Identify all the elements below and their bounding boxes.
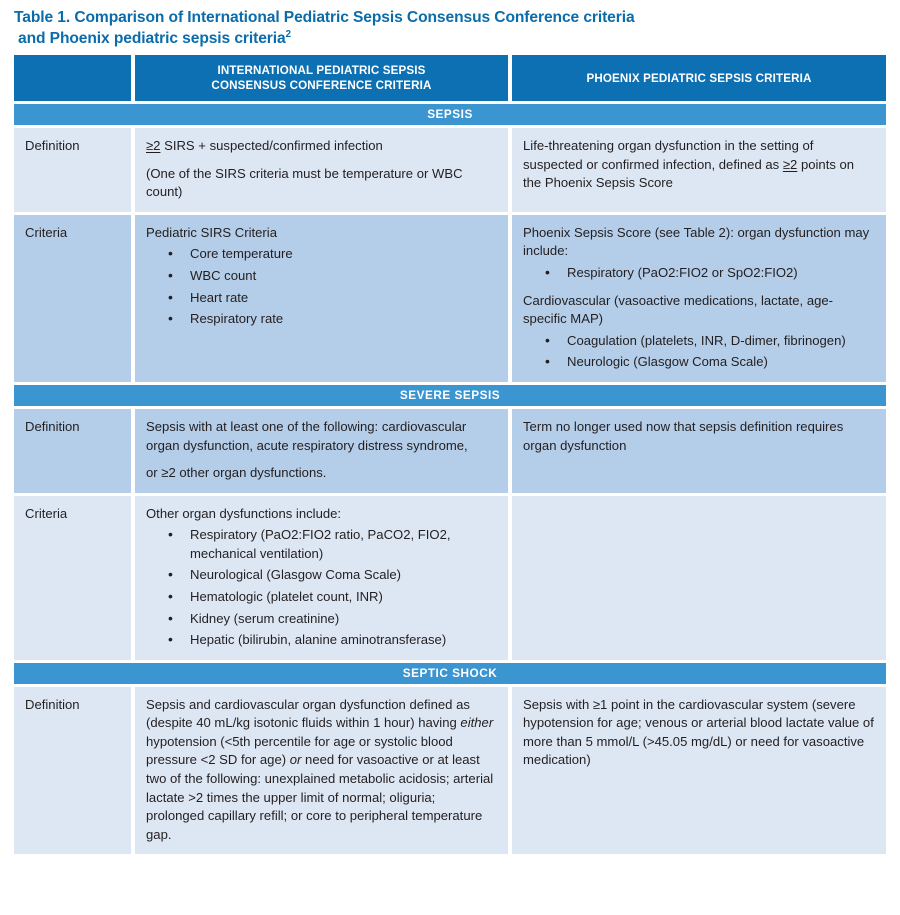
bullet-list: Core temperature WBC count Heart rate Re… xyxy=(146,244,497,329)
cell-phoenix: Term no longer used now that sepsis defi… xyxy=(512,408,886,493)
bullet-list: Respiratory (PaO2:FIO2 or SpO2:FIO2) xyxy=(523,263,875,283)
page-title: Table 1. Comparison of International Ped… xyxy=(0,0,900,55)
cell-phoenix: Life-threatening organ dysfunction in th… xyxy=(512,128,886,212)
section-band-sepsis: SEPSIS xyxy=(14,104,886,126)
cell-ipscc: Pediatric SIRS Criteria Core temperature… xyxy=(135,214,508,382)
section-band-sepsis-wrap: SEPSIS xyxy=(14,104,886,126)
row-label: Definition xyxy=(14,686,131,855)
list-item: Core temperature xyxy=(146,244,497,264)
table-row: Definition Sepsis with at least one of t… xyxy=(14,408,886,493)
page-title-line1: Table 1. Comparison of International Ped… xyxy=(14,9,635,26)
emphasis-either: either xyxy=(460,715,494,731)
list-item: WBC count xyxy=(146,266,497,286)
table-row: Criteria Other organ dysfunctions includ… xyxy=(14,495,886,660)
list-item: Respiratory rate xyxy=(146,309,497,329)
row-label: Definition xyxy=(14,128,131,212)
header-cell-ipscc: INTERNATIONAL PEDIATRIC SEPSIS CONSENSUS… xyxy=(135,55,508,102)
cell-paragraph: Other organ dysfunctions include: xyxy=(146,505,342,521)
header-phoenix-text: PHOENIX PEDIATRIC SEPSIS CRITERIA xyxy=(586,71,812,85)
row-label: Criteria xyxy=(14,495,131,660)
page-title-line2: and Phoenix pediatric sepsis criteria2 xyxy=(18,28,291,47)
comparison-table: INTERNATIONAL PEDIATRIC SEPSIS CONSENSUS… xyxy=(14,55,886,855)
list-item: Heart rate xyxy=(146,288,497,308)
list-item: Respiratory (PaO2:FIO2 or SpO2:FIO2) xyxy=(523,263,875,283)
header-ipscc-text: INTERNATIONAL PEDIATRIC SEPSIS CONSENSUS… xyxy=(211,64,432,93)
section-band-septic-shock-wrap: SEPTIC SHOCK xyxy=(14,662,886,684)
list-item: Hepatic (bilirubin, alanine aminotransfe… xyxy=(146,630,497,650)
cell-ipscc: ≥2 SIRS + suspected/confirmed infection … xyxy=(135,128,508,212)
list-item: Neurologic (Glasgow Coma Scale) xyxy=(523,352,875,372)
bullet-list: Coagulation (platelets, INR, D-dimer, fi… xyxy=(523,331,875,372)
list-item: Kidney (serum creatinine) xyxy=(146,609,497,629)
table-row: Definition Sepsis and cardiovascular org… xyxy=(14,686,886,855)
section-band-severe-sepsis: SEVERE SEPSIS xyxy=(14,384,886,406)
header-cell-blank xyxy=(14,55,131,102)
list-item: Coagulation (platelets, INR, D-dimer, fi… xyxy=(523,331,875,351)
list-item: Respiratory (PaO2:FIO2 ratio, PaCO2, FIO… xyxy=(146,525,497,563)
table-header-row: INTERNATIONAL PEDIATRIC SEPSIS CONSENSUS… xyxy=(14,55,886,102)
cell-paragraph: ≥2 SIRS + suspected/confirmed infection xyxy=(146,138,383,154)
cell-ipscc: Sepsis and cardiovascular organ dysfunct… xyxy=(135,686,508,855)
title-footnote-marker: 2 xyxy=(285,28,291,40)
cell-paragraph: Sepsis and cardiovascular organ dysfunct… xyxy=(146,696,494,842)
cell-ipscc: Other organ dysfunctions include: Respir… xyxy=(135,495,508,660)
row-label: Definition xyxy=(14,408,131,493)
cell-paragraph: Sepsis with at least one of the followin… xyxy=(146,418,468,453)
cell-paragraph: (One of the SIRS criteria must be temper… xyxy=(146,165,463,200)
cell-paragraph: or ≥2 other organ dysfunctions. xyxy=(146,465,327,481)
cell-paragraph: Pediatric SIRS Criteria xyxy=(146,224,277,240)
table-row: Definition ≥2 SIRS + suspected/confirmed… xyxy=(14,128,886,212)
emphasis-or: or xyxy=(289,752,302,768)
cell-phoenix xyxy=(512,495,886,660)
cell-paragraph: Life-threatening organ dysfunction in th… xyxy=(523,138,855,191)
header-cell-phoenix: PHOENIX PEDIATRIC SEPSIS CRITERIA xyxy=(512,55,886,102)
row-label: Criteria xyxy=(14,214,131,382)
section-band-septic-shock: SEPTIC SHOCK xyxy=(14,662,886,684)
ge-two-underlined: ≥2 xyxy=(146,138,161,154)
cell-phoenix: Sepsis with ≥1 point in the cardiovascul… xyxy=(512,686,886,855)
cell-paragraph: Phoenix Sepsis Score (see Table 2): orga… xyxy=(523,224,870,259)
table-row: Criteria Pediatric SIRS Criteria Core te… xyxy=(14,214,886,382)
cell-paragraph: Cardiovascular (vasoactive medications, … xyxy=(523,292,834,327)
list-item: Neurological (Glasgow Coma Scale) xyxy=(146,565,497,585)
cell-ipscc: Sepsis with at least one of the followin… xyxy=(135,408,508,493)
bullet-list: Respiratory (PaO2:FIO2 ratio, PaCO2, FIO… xyxy=(146,525,497,650)
cell-paragraph: Sepsis with ≥1 point in the cardiovascul… xyxy=(523,696,874,768)
cell-paragraph: Term no longer used now that sepsis defi… xyxy=(523,418,844,453)
section-band-severe-sepsis-wrap: SEVERE SEPSIS xyxy=(14,384,886,406)
ge-two-underlined: ≥2 xyxy=(782,156,798,172)
table-grid: INTERNATIONAL PEDIATRIC SEPSIS CONSENSUS… xyxy=(14,55,886,855)
list-item: Hematologic (platelet count, INR) xyxy=(146,587,497,607)
cell-phoenix: Phoenix Sepsis Score (see Table 2): orga… xyxy=(512,214,886,382)
